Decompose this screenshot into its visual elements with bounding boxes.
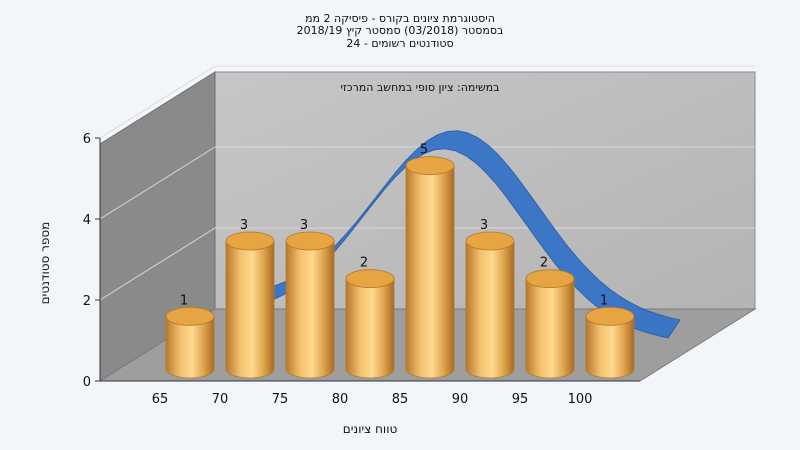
x-tick-label: 85 — [392, 392, 409, 407]
x-tick-label: 90 — [452, 392, 469, 407]
grid-line-side — [99, 65, 216, 139]
bar-top — [465, 231, 515, 251]
bar-body — [225, 240, 275, 379]
y-tick-label: 4 — [83, 213, 91, 228]
y-tick-label: 0 — [83, 375, 91, 390]
data-label: 2 — [360, 256, 368, 271]
bar-top — [405, 156, 455, 176]
x-tick-label: 100 — [568, 392, 593, 407]
data-label: 5 — [420, 143, 428, 158]
grid-line-side — [99, 146, 216, 220]
y-tick-label: 6 — [83, 132, 91, 147]
bar-body — [585, 315, 635, 379]
data-label: 2 — [540, 256, 548, 271]
data-label: 1 — [180, 293, 188, 308]
bar-top — [345, 269, 395, 289]
bar-top — [225, 231, 275, 251]
bar-body — [345, 278, 395, 379]
x-axis-label: טווח ציונים — [343, 422, 398, 436]
bar-body — [525, 278, 575, 379]
bar-body — [405, 165, 455, 379]
bar-top — [165, 306, 215, 326]
bar: 2 — [525, 256, 575, 379]
bar: 3 — [225, 218, 275, 379]
chart-title-line-2: בסמסטר (03/2018) סמסטר קיץ 2018/19 — [296, 24, 504, 37]
data-label: 3 — [240, 218, 248, 233]
bar: 1 — [165, 293, 215, 379]
bar: 5 — [405, 143, 455, 379]
y-axis-label: מספר סטודנטים — [38, 222, 52, 305]
bar: 1 — [585, 293, 635, 379]
bar: 3 — [465, 218, 515, 379]
bar: 3 — [285, 218, 335, 379]
x-tick-label: 65 — [152, 392, 169, 407]
chart-subtitle: במשימה: ציון סופי במחשב המרכזי — [340, 81, 499, 94]
chart-title-line-3: סטודנטים רשומים - 24 — [346, 37, 454, 50]
bar: 2 — [345, 256, 395, 379]
data-label: 3 — [300, 218, 308, 233]
chart-title-line-1: היסטוגרמת ציונים בקורס - פיסיקה 2 ממ — [305, 12, 495, 25]
x-tick-label: 80 — [332, 392, 349, 407]
bar-top — [585, 306, 635, 326]
grid-line-side — [99, 227, 216, 301]
x-tick-label: 95 — [512, 392, 529, 407]
bar-top — [285, 231, 335, 251]
bar-body — [285, 240, 335, 379]
bar-body — [165, 315, 215, 379]
x-tick-label: 70 — [212, 392, 229, 407]
y-tick-label: 2 — [83, 294, 91, 309]
data-label: 1 — [600, 293, 608, 308]
bar-body — [465, 240, 515, 379]
x-tick-label: 75 — [272, 392, 289, 407]
data-label: 3 — [480, 218, 488, 233]
distribution-curve — [261, 130, 681, 339]
bar-top — [525, 269, 575, 289]
